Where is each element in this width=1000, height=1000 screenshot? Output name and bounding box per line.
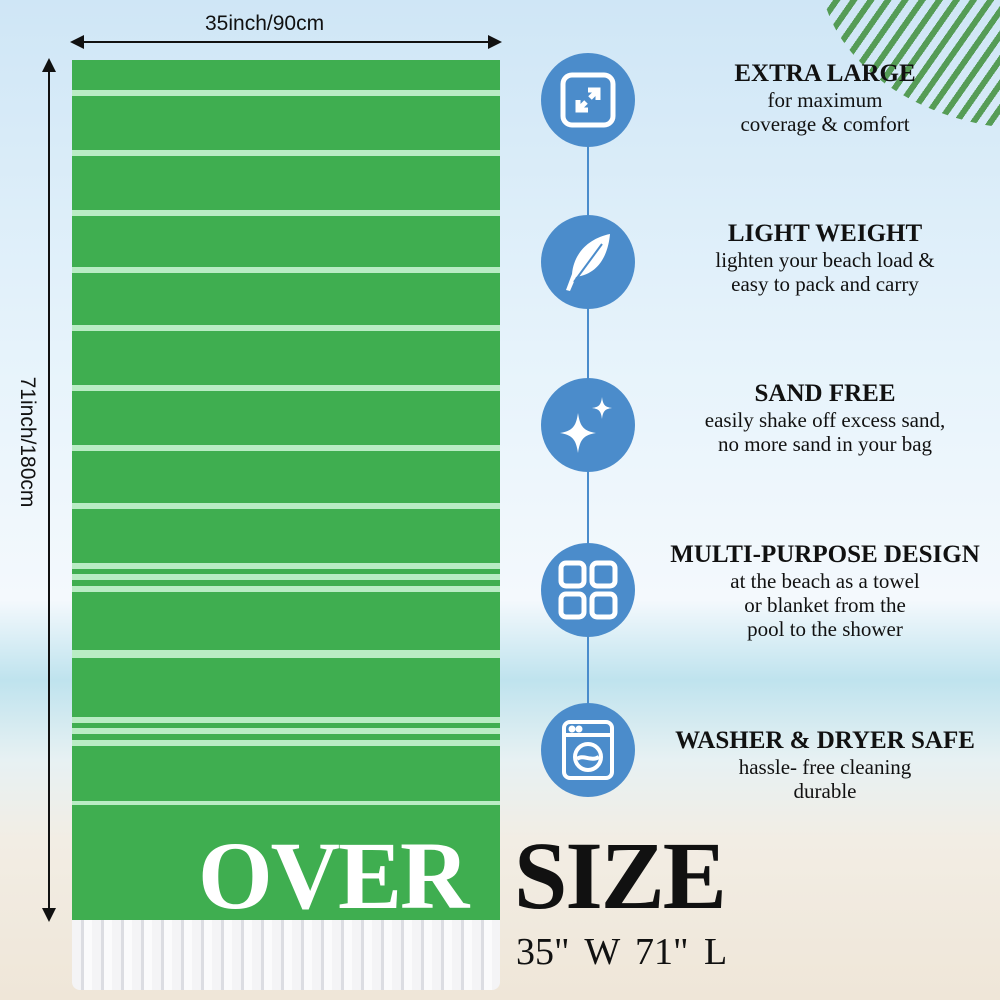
feature-desc: at the beach as a towel xyxy=(730,569,920,593)
feature-desc: no more sand in your bag xyxy=(717,432,933,456)
width-label: 35inch/90cm xyxy=(205,12,325,35)
feature-desc: coverage & comfort xyxy=(740,112,910,136)
width-arrow xyxy=(70,35,502,49)
height-arrow xyxy=(42,58,56,922)
feature-washer-dryer-safe: WASHER & DRYER SAFE hassle- free cleanin… xyxy=(650,727,1000,803)
feature-title: WASHER & DRYER SAFE xyxy=(675,727,975,754)
towel-fringe xyxy=(72,920,500,990)
feature-desc: for maximum xyxy=(767,88,883,112)
feature-title: SAND FREE xyxy=(754,380,896,407)
towel-image xyxy=(72,60,500,922)
feature-desc: hassle- free cleaning xyxy=(738,755,912,779)
feature-multi-purpose: MULTI-PURPOSE DESIGN at the beach as a t… xyxy=(650,541,1000,641)
feature-title: MULTI-PURPOSE DESIGN xyxy=(670,541,980,568)
washing-machine-icon xyxy=(541,703,635,797)
grid-icon xyxy=(541,543,635,637)
feature-desc: or blanket from the xyxy=(744,593,906,617)
feather-icon xyxy=(541,215,635,309)
feature-desc: easy to pack and carry xyxy=(731,272,919,296)
feature-title: EXTRA LARGE xyxy=(734,60,916,87)
sparkle-icon xyxy=(541,378,635,472)
feature-desc: durable xyxy=(793,779,857,803)
headline-size: SIZE xyxy=(514,822,727,929)
feature-light-weight: LIGHT WEIGHT lighten your beach load & e… xyxy=(650,220,1000,296)
feature-extra-large: EXTRA LARGE for maximum coverage & comfo… xyxy=(650,60,1000,136)
feature-title: LIGHT WEIGHT xyxy=(727,220,923,247)
feature-sand-free: SAND FREE easily shake off excess sand, … xyxy=(650,380,1000,456)
feature-desc: lighten your beach load & xyxy=(715,248,935,272)
size-measure: 35" W 71" L xyxy=(516,931,728,973)
feature-desc: pool to the shower xyxy=(747,617,903,641)
expand-icon xyxy=(541,53,635,147)
height-label: 71inch/180cm xyxy=(16,376,39,508)
headline-over: OVER xyxy=(198,822,469,929)
feature-desc: easily shake off excess sand, xyxy=(704,408,946,432)
